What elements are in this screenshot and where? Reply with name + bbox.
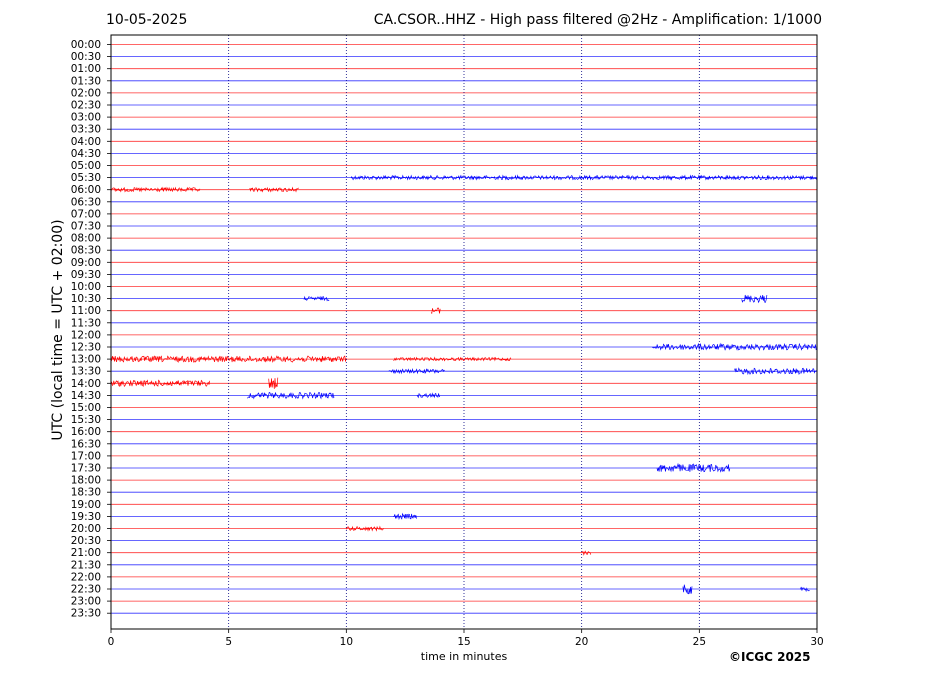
y-tick-label: 07:00	[71, 208, 101, 220]
y-tick-label: 23:30	[71, 608, 101, 620]
seismic-event	[303, 295, 330, 302]
y-tick-label: 22:30	[71, 584, 101, 596]
y-tick-label: 04:00	[71, 136, 101, 148]
y-tick-label: 08:30	[71, 245, 101, 257]
y-tick-label: 03:00	[71, 112, 101, 124]
seismic-event	[652, 342, 818, 351]
y-tick-label: 19:30	[71, 511, 101, 523]
y-tick-label: 21:30	[71, 559, 101, 571]
y-tick-label: 08:00	[71, 233, 101, 245]
y-tick-label: 12:30	[71, 342, 101, 354]
y-tick-label: 15:30	[71, 414, 101, 426]
x-tick-label: 30	[810, 636, 823, 648]
seismic-event	[581, 550, 592, 556]
y-tick-label: 10:00	[71, 281, 101, 293]
seismic-event	[247, 391, 335, 400]
seismic-event	[430, 307, 441, 315]
y-tick-label: 20:30	[71, 535, 101, 547]
y-tick-label: 04:30	[71, 148, 101, 160]
y-tick-label: 11:30	[71, 317, 101, 329]
y-tick-label: 01:00	[71, 63, 101, 75]
seismic-event	[388, 367, 445, 375]
seismic-event	[656, 462, 731, 473]
seismic-event	[734, 367, 817, 376]
date-label: 10-05-2025	[106, 12, 188, 28]
x-tick-label: 0	[108, 636, 115, 648]
x-tick-label: 5	[225, 636, 232, 648]
seismic-event	[393, 356, 512, 362]
seismic-event	[393, 512, 417, 521]
x-tick-label: 15	[457, 636, 470, 648]
y-tick-label: 07:30	[71, 221, 101, 233]
y-tick-label: 02:30	[71, 100, 101, 112]
y-tick-label: 21:00	[71, 547, 101, 559]
y-tick-label: 16:30	[71, 438, 101, 450]
y-tick-label: 17:30	[71, 463, 101, 475]
y-tick-label: 14:00	[71, 378, 101, 390]
y-tick-label: 00:00	[71, 39, 101, 51]
seismic-event	[110, 186, 201, 193]
y-tick-label: 17:00	[71, 450, 101, 462]
chart-title: CA.CSOR..HHZ - High pass filtered @2Hz -…	[373, 12, 822, 28]
y-tick-label: 19:00	[71, 499, 101, 511]
y-tick-label: 09:00	[71, 257, 101, 269]
x-tick-label: 20	[575, 636, 588, 648]
copyright-label: ©ICGC 2025	[729, 650, 811, 664]
y-tick-label: 22:00	[71, 571, 101, 583]
y-tick-label: 05:30	[71, 172, 101, 184]
y-tick-label: 18:30	[71, 487, 101, 499]
seismic-event	[416, 392, 441, 399]
seismic-event	[249, 186, 300, 193]
x-tick-label: 25	[693, 636, 706, 648]
y-tick-label: 18:00	[71, 475, 101, 487]
x-tick-label: 10	[340, 636, 353, 648]
y-tick-label: 03:30	[71, 124, 101, 136]
y-tick-label: 05:00	[71, 160, 101, 172]
y-tick-label: 12:00	[71, 329, 101, 341]
seismic-event	[800, 586, 810, 593]
y-tick-label: 13:00	[71, 354, 101, 366]
y-tick-label: 02:00	[71, 87, 101, 99]
seismic-event	[345, 525, 384, 532]
y-tick-label: 06:00	[71, 184, 101, 196]
y-tick-label: 11:00	[71, 305, 101, 317]
y-tick-label: 00:30	[71, 51, 101, 63]
x-axis-label: time in minutes	[420, 650, 508, 663]
y-tick-label: 01:30	[71, 75, 101, 87]
y-tick-label: 13:30	[71, 366, 101, 378]
seismic-event	[268, 377, 279, 389]
y-tick-label: 15:00	[71, 402, 101, 414]
y-tick-label: 20:00	[71, 523, 101, 535]
y-tick-label: 10:30	[71, 293, 101, 305]
seismic-event	[350, 174, 817, 181]
seismic-event	[110, 379, 211, 388]
y-tick-label: 06:30	[71, 196, 101, 208]
y-tick-label: 09:30	[71, 269, 101, 281]
y-tick-label: 23:00	[71, 596, 101, 608]
seismic-event	[682, 584, 693, 595]
y-tick-label: 14:30	[71, 390, 101, 402]
y-tick-label: 16:00	[71, 426, 101, 438]
seismic-event	[741, 294, 768, 304]
